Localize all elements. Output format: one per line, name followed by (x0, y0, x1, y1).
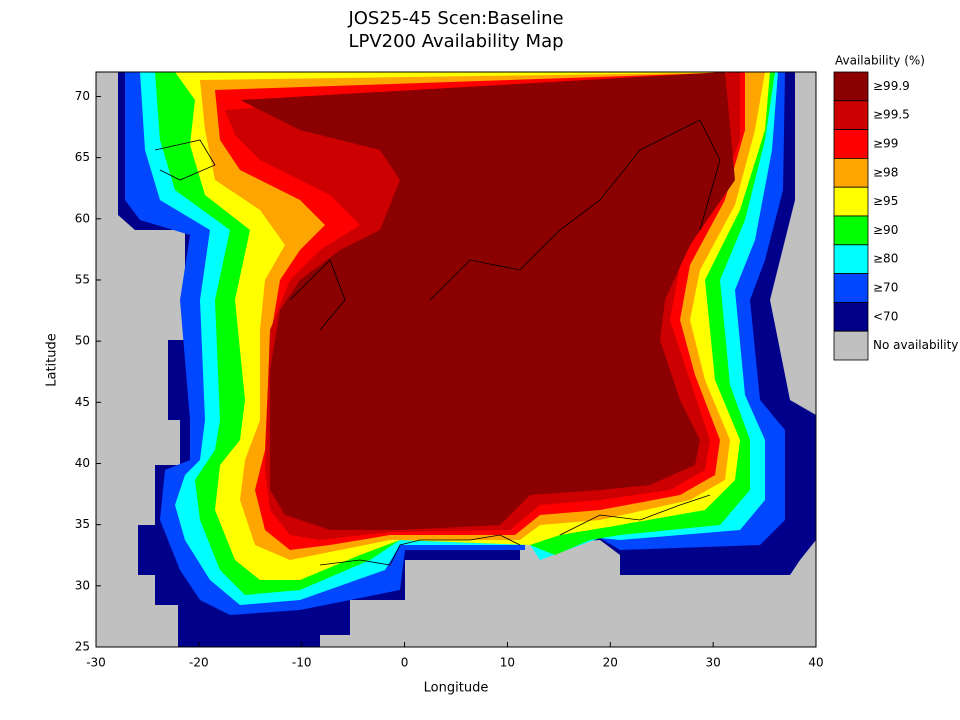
coastline (319, 534, 521, 566)
coastline (154, 139, 216, 181)
legend-swatch (833, 157, 869, 188)
y-axis-label: Latitude (45, 333, 60, 387)
y-tick-label: 50 (75, 334, 90, 348)
x-tick-label: -20 (189, 656, 209, 670)
legend-label: ≥80 (873, 252, 898, 266)
x-tick-label: 0 (401, 656, 409, 670)
legend-swatch (833, 100, 869, 131)
legend-label: ≥98 (873, 165, 898, 179)
y-tick-label: 70 (75, 89, 90, 103)
x-axis-label: Longitude (424, 681, 489, 696)
legend-swatch (833, 301, 869, 332)
legend-swatch (833, 215, 869, 246)
legend-swatch (833, 273, 869, 303)
map-area (96, 72, 816, 647)
plot-frame (95, 71, 817, 648)
y-tick-label: 55 (75, 272, 90, 286)
x-tick-label: 20 (603, 656, 618, 670)
legend-swatch (833, 129, 869, 159)
y-tick-label: 30 (75, 578, 90, 592)
y-tick-label: 25 (75, 640, 90, 654)
legend-label: ≥70 (873, 281, 898, 295)
legend-label: ≥99.5 (873, 108, 910, 122)
chart-title: JOS25-45 Scen:Baseline (347, 8, 563, 29)
x-tick-label: 40 (808, 656, 823, 670)
y-tick-label: 40 (75, 456, 90, 470)
y-tick-label: 60 (75, 211, 90, 225)
legend-label: ≥95 (873, 194, 898, 208)
legend-swatch (833, 71, 869, 102)
coastline (429, 119, 721, 301)
legend-swatch (833, 330, 869, 361)
legend-label: ≥99 (873, 137, 898, 151)
chart-subtitle: LPV200 Availability Map (348, 31, 563, 52)
legend-swatch (833, 186, 869, 217)
coastline (559, 494, 711, 536)
x-tick-label: -30 (86, 656, 106, 670)
legend-label: ≥99.9 (873, 79, 910, 93)
legend-label: <70 (873, 309, 898, 323)
x-tick-label: -10 (292, 656, 312, 670)
coastline (289, 259, 346, 331)
legend-swatch (833, 244, 869, 275)
x-tick-label: 30 (706, 656, 721, 670)
legend-title: Availability (%) (835, 54, 925, 68)
x-tick-label: 10 (500, 656, 515, 670)
legend-label: ≥90 (873, 223, 898, 237)
y-tick-label: 45 (75, 395, 90, 409)
y-tick-label: 65 (75, 150, 90, 164)
legend-label: No availability (873, 338, 958, 352)
y-tick-label: 35 (75, 517, 90, 531)
